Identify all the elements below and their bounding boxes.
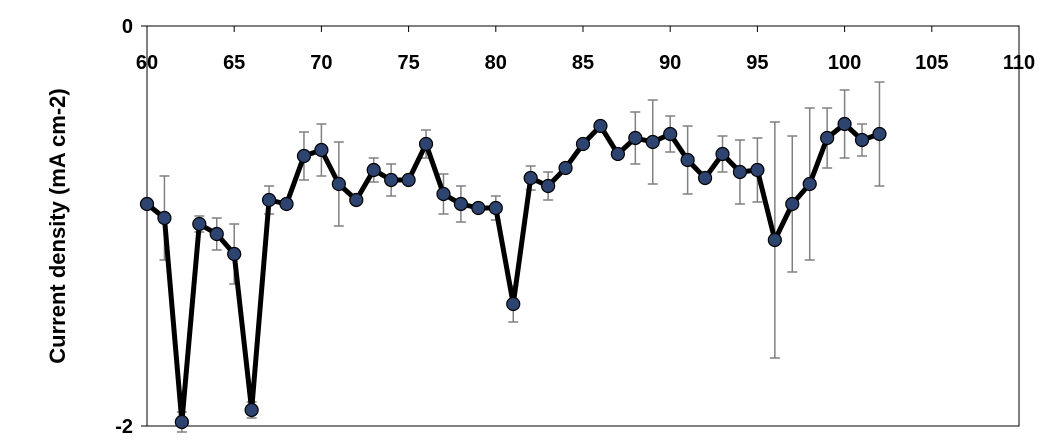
data-point (610, 146, 625, 162)
data-point (645, 134, 660, 150)
x-tick-label: 100 (828, 52, 861, 74)
data-point (488, 200, 503, 216)
data-point (349, 192, 364, 208)
data-points (139, 116, 887, 430)
data-point (872, 126, 887, 142)
data-point (227, 246, 242, 262)
data-point (628, 130, 643, 146)
data-point (785, 196, 800, 212)
data-point (366, 162, 381, 178)
y-tick-label: -2 (115, 416, 133, 438)
data-point (750, 162, 765, 178)
data-point (802, 176, 817, 192)
x-tick-label: 60 (136, 52, 158, 74)
x-tick-label: 105 (915, 52, 948, 74)
y-axis-title: Current density (mA cm-2) (45, 88, 70, 363)
data-point (157, 210, 172, 226)
data-point (837, 116, 852, 132)
x-tick-label: 85 (572, 52, 594, 74)
data-point (418, 136, 434, 152)
x-tick-label: 80 (485, 52, 507, 74)
x-axis: 60 65 70 75 80 85 90 95 100 105 110 (136, 26, 1035, 74)
data-point (436, 186, 451, 202)
data-point (715, 146, 730, 162)
data-point (453, 196, 469, 212)
x-tick-label: 90 (659, 52, 681, 74)
plot-area (146, 25, 1020, 427)
data-point (209, 226, 224, 242)
data-point (331, 176, 346, 192)
data-point (279, 196, 294, 212)
x-tick-label: 110 (1003, 52, 1035, 74)
data-point (523, 170, 538, 186)
data-point (680, 152, 695, 168)
data-point (261, 192, 277, 208)
data-point (506, 296, 521, 312)
x-tick-label: 95 (746, 52, 768, 74)
y-tick-label: 0 (122, 16, 133, 38)
data-point (139, 196, 155, 212)
data-point (558, 160, 573, 176)
data-point (296, 148, 312, 164)
x-tick-label: 70 (310, 52, 332, 74)
data-point (767, 232, 782, 248)
x-tick-label: 65 (223, 52, 245, 74)
data-point (314, 142, 329, 158)
x-tick-label: 75 (397, 52, 419, 74)
data-point (174, 414, 189, 430)
data-point (854, 132, 870, 148)
data-point (244, 402, 259, 418)
data-point (401, 172, 416, 188)
data-point (663, 126, 678, 142)
data-point (575, 136, 591, 152)
data-point (697, 170, 713, 186)
data-point (471, 200, 486, 216)
data-point (192, 216, 207, 232)
data-point (820, 130, 835, 146)
data-point (384, 172, 399, 188)
data-point (593, 118, 608, 134)
data-point (732, 164, 748, 180)
y-axis: 0 -2 (115, 16, 147, 438)
data-point (541, 178, 556, 194)
